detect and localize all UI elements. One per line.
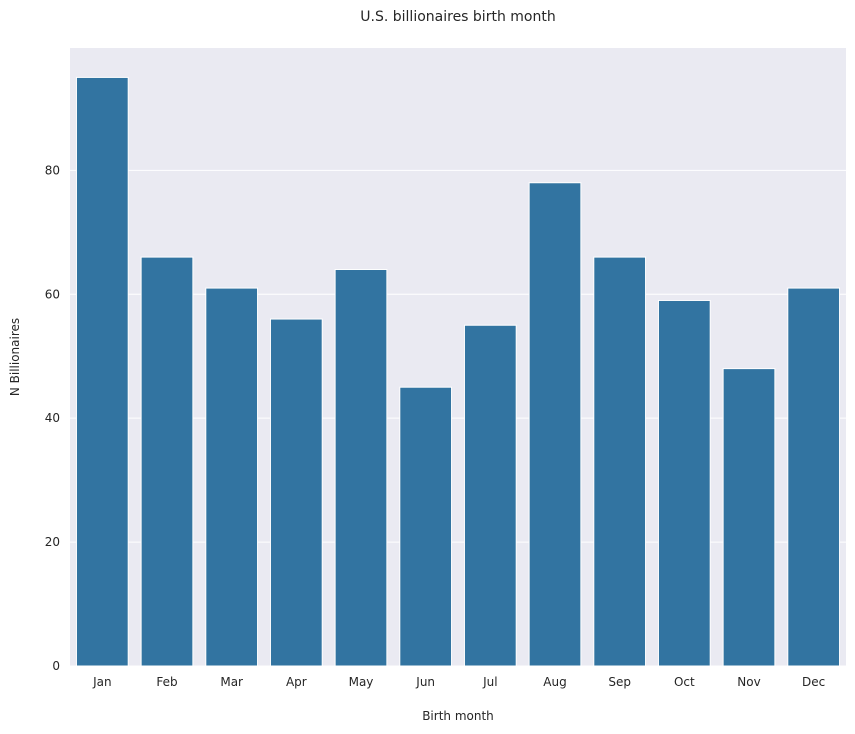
bar-jul <box>463 324 517 667</box>
bar-apr <box>269 318 323 667</box>
x-tick-label: Aug <box>543 675 566 689</box>
y-tick-label: 80 <box>45 163 60 177</box>
x-axis-label: Birth month <box>422 709 494 723</box>
bar-aug <box>528 182 582 667</box>
bar-mar <box>205 287 259 667</box>
bar-sep <box>593 256 647 667</box>
x-tick-label: Dec <box>802 675 825 689</box>
y-axis-ticks: 0 20 40 60 80 <box>45 163 60 673</box>
bar-oct <box>657 299 711 667</box>
bar-dec <box>787 287 841 667</box>
x-tick-label: May <box>349 675 374 689</box>
y-tick-label: 60 <box>45 287 60 301</box>
bar-may <box>334 268 388 667</box>
bar-nov <box>722 368 776 667</box>
y-tick-label: 20 <box>45 535 60 549</box>
chart-title: U.S. billionaires birth month <box>360 9 555 25</box>
bars <box>75 76 841 667</box>
x-tick-label: Jul <box>482 675 497 689</box>
y-axis-label: N Billionaires <box>8 318 22 396</box>
x-tick-label: Sep <box>608 675 631 689</box>
bar-jun <box>399 386 453 667</box>
gridlines <box>70 169 846 667</box>
x-tick-label: Apr <box>286 675 307 689</box>
x-tick-label: Feb <box>156 675 177 689</box>
x-tick-label: Oct <box>674 675 695 689</box>
x-axis-ticks: Jan Feb Mar Apr May Jun Jul Aug Sep Oct Nov Dec <box>92 675 825 689</box>
x-tick-label: Jan <box>92 675 112 689</box>
plot-area <box>70 48 846 666</box>
x-tick-label: Jun <box>415 675 435 689</box>
y-tick-label: 40 <box>45 411 60 425</box>
bar-jan <box>75 76 129 667</box>
y-tick-label: 0 <box>52 659 60 673</box>
x-tick-label: Mar <box>220 675 243 689</box>
x-tick-label: Nov <box>737 675 760 689</box>
bar-feb <box>140 256 194 667</box>
